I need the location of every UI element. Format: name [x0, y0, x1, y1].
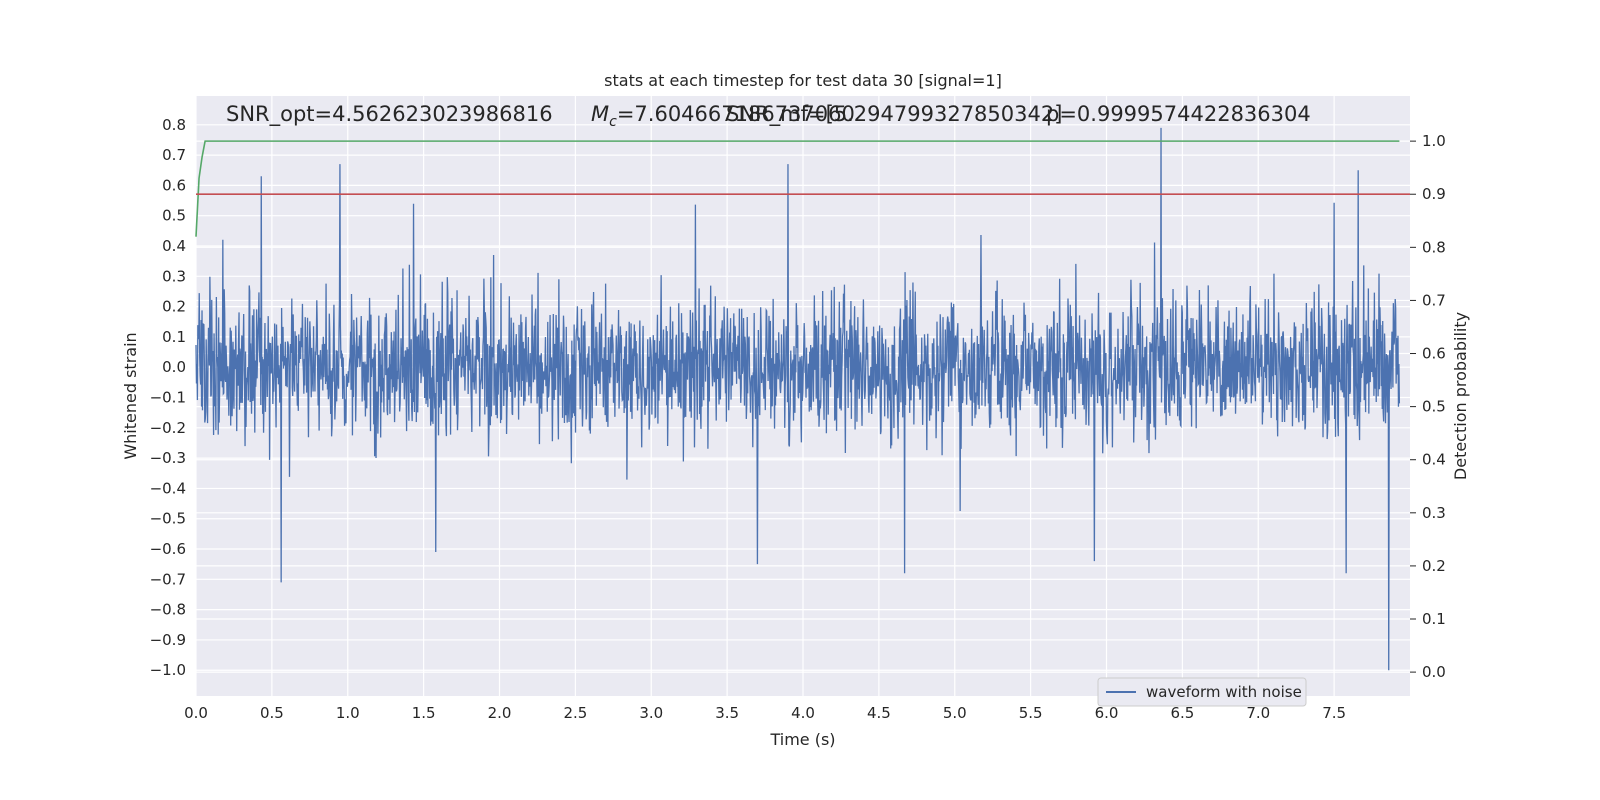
y-tick-label: −0.9: [150, 631, 186, 649]
legend: waveform with noise: [1097, 677, 1307, 707]
y2-tick-label: 1.0: [1422, 132, 1446, 150]
y2-axis-label: Detection probability: [1451, 312, 1470, 480]
x-tick-label: 3.0: [639, 704, 663, 722]
x-tick-label: 1.0: [336, 704, 360, 722]
x-tick-label: 2.0: [488, 704, 512, 722]
x-tick-label: 7.5: [1322, 704, 1346, 722]
x-tick-label: 6.5: [1170, 704, 1194, 722]
y2-tick-label: 0.8: [1422, 238, 1446, 256]
annotation-snr-mf: SNR_mf=[5.294799327850342]: [726, 102, 1062, 127]
y-tick-label: −0.5: [150, 510, 186, 528]
x-tick-label: 0.5: [260, 704, 284, 722]
y-tick-label: 0.5: [162, 207, 186, 225]
probability-line: [195, 140, 1400, 237]
x-tick-label: 4.0: [791, 704, 815, 722]
x-axis-label: Time (s): [769, 730, 835, 749]
y-tick-label: −1.0: [150, 661, 186, 679]
annotation-mc-subscript: c: [609, 114, 617, 130]
y-tick-label: 0.6: [162, 176, 186, 194]
y2-tick-label: 0.3: [1422, 504, 1446, 522]
y2-tick-label: 0.5: [1422, 398, 1446, 416]
x-ticks: 0.0 0.5 1.0 1.5 2.0 2.5 3.0 3.5 4.0 4.5 5.0 5.5 6.0 6…: [184, 704, 1346, 722]
detection-probability-series: [195, 140, 1400, 237]
y-tick-label: −0.8: [150, 601, 186, 619]
y2-tick-label: 0.7: [1422, 291, 1446, 309]
y2-ticks: 1.0 0.9 0.8 0.7 0.6 0.5 0.4 0.3 0.2 0.1 0.0: [1410, 132, 1446, 681]
y-tick-label: 0.4: [162, 237, 186, 255]
annotation-mc: Mc=7.604667186737060: [591, 102, 855, 130]
y-tick-label: 0.1: [162, 328, 186, 346]
y-tick-label: −0.3: [150, 449, 186, 467]
y-tick-label: −0.4: [150, 479, 186, 497]
x-tick-label: 5.0: [943, 704, 967, 722]
x-tick-label: 7.0: [1246, 704, 1270, 722]
y2-tick-label: 0.0: [1422, 663, 1446, 681]
y-tick-label: −0.7: [150, 570, 186, 588]
y2-tick-label: 0.1: [1422, 610, 1446, 628]
x-tick-label: 1.5: [412, 704, 436, 722]
annotation-p: p=0.9999574422836304: [1046, 102, 1311, 126]
x-tick-label: 0.0: [184, 704, 208, 722]
y-tick-label: 0.3: [162, 267, 186, 285]
y-ticks: 0.8 0.7 0.6 0.5 0.4 0.3 0.2 0.1 0.0 −0.1 −0.2 −0.3 −…: [150, 116, 186, 679]
y-tick-label: −0.2: [150, 419, 186, 437]
y-axis-label: Whitened strain: [121, 332, 140, 459]
waveform-line: [195, 127, 1401, 671]
legend-box: [1097, 677, 1307, 707]
waveform-with-noise-series: [195, 127, 1401, 671]
annotation-mc-value: =7.604667186737060: [617, 102, 855, 126]
x-tick-label: 5.5: [1019, 704, 1043, 722]
y-tick-label: −0.6: [150, 540, 186, 558]
x-tick-label: 3.5: [715, 704, 739, 722]
annotation-mc-symbol: M: [591, 102, 609, 126]
y-tick-label: −0.1: [150, 389, 186, 407]
y2-tick-label: 0.2: [1422, 557, 1446, 575]
legend-label-waveform: waveform with noise: [1146, 683, 1302, 701]
y-tick-label: 0.0: [162, 358, 186, 376]
y2-tick-label: 0.4: [1422, 451, 1446, 469]
x-tick-label: 4.5: [867, 704, 891, 722]
y-tick-label: 0.2: [162, 298, 186, 316]
chart-title: stats at each timestep for test data 30 …: [604, 71, 1002, 90]
x-tick-label: 2.5: [563, 704, 587, 722]
y-tick-label: 0.7: [162, 146, 186, 164]
y2-tick-label: 0.9: [1422, 185, 1446, 203]
x-tick-label: 6.0: [1095, 704, 1119, 722]
annotation-snr-opt: SNR_opt=4.562623023986816: [226, 102, 553, 127]
y-tick-label: 0.8: [162, 116, 186, 134]
y2-tick-label: 0.6: [1422, 345, 1446, 363]
